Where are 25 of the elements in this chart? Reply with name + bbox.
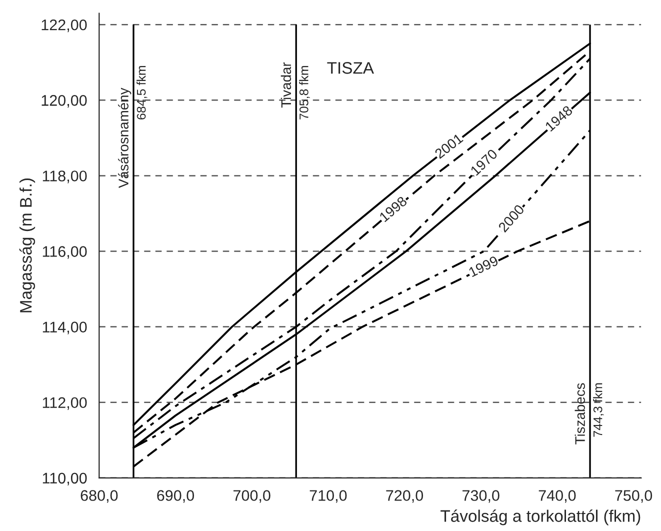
y-tick-label: 118,00 bbox=[42, 170, 87, 184]
x-tick-label: 740,0 bbox=[538, 490, 576, 503]
y-tick-label: 116,00 bbox=[42, 246, 87, 259]
y-tick-label: 122,00 bbox=[42, 19, 87, 32]
annotation: 744,3 fkm bbox=[593, 383, 604, 437]
x-tick-label: 680,0 bbox=[80, 490, 118, 503]
annotation: 705,8 fkm bbox=[299, 66, 310, 120]
x-tick-label: 700,0 bbox=[234, 490, 270, 503]
annotation: 684,5 fkm bbox=[136, 66, 148, 120]
y-tick-label: 120,00 bbox=[42, 95, 87, 108]
annotation: Tivadar bbox=[280, 62, 292, 108]
annotation: Vásárosnamény bbox=[118, 88, 132, 188]
y-tick-label: 112,00 bbox=[42, 397, 87, 410]
x-tick-label: 720,0 bbox=[386, 490, 424, 503]
annotation: TISZA bbox=[327, 62, 374, 74]
x-tick-label: 730,0 bbox=[462, 490, 500, 503]
annotation: Tiszabecs bbox=[574, 383, 585, 444]
x-tick-label: 710,0 bbox=[310, 490, 347, 503]
y-tick-label: 110,00 bbox=[42, 472, 87, 486]
y-tick-label: 114,00 bbox=[42, 322, 87, 334]
annotation: 1999 bbox=[468, 256, 499, 278]
y-axis-title: Magasság (m B.f.) bbox=[19, 178, 36, 312]
x-tick-label: 750,0 bbox=[615, 490, 652, 503]
x-tick-label: 690,0 bbox=[157, 490, 194, 503]
x-axis-title: Távolság a torkolattól (fkm) bbox=[440, 510, 640, 526]
